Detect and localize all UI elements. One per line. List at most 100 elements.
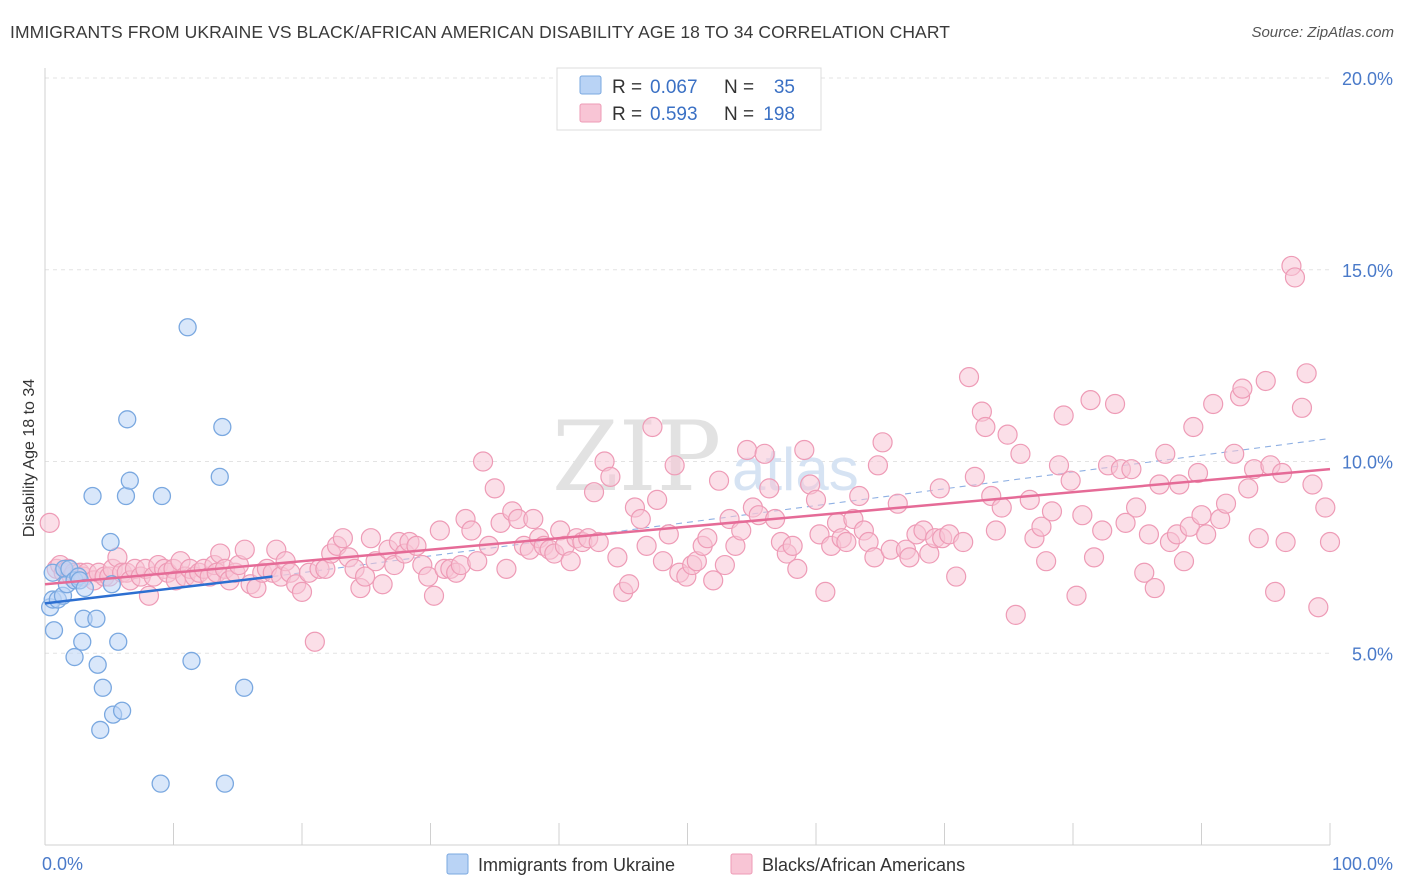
point-black <box>1125 497 1147 518</box>
point-black <box>1203 393 1224 415</box>
y-tick-label: 5.0% <box>1352 644 1393 664</box>
point-black <box>664 455 685 476</box>
point-black <box>703 570 724 591</box>
point-black <box>1138 524 1160 545</box>
point-black <box>985 520 1007 541</box>
source-label: Source: ZipAtlas.com <box>1251 24 1394 41</box>
legend-swatch-pink <box>579 103 602 123</box>
point-black <box>1104 393 1126 415</box>
point-black <box>991 497 1012 518</box>
legend-r-value: 0.593 <box>650 104 698 125</box>
point-black <box>1041 501 1063 522</box>
bottom-legend-swatch-pink <box>730 853 753 875</box>
legend-r-label: R = <box>612 104 642 125</box>
point-ukraine <box>93 678 112 697</box>
point-ukraine <box>151 774 170 793</box>
y-tick-label: 20.0% <box>1342 69 1393 89</box>
point-black <box>836 531 857 553</box>
point-black <box>523 508 544 530</box>
point-black <box>736 439 758 461</box>
point-black <box>1053 405 1074 426</box>
point-black <box>291 581 313 602</box>
point-black <box>1296 363 1317 384</box>
point-black <box>946 566 967 587</box>
point-black <box>1155 443 1176 464</box>
axes <box>44 68 1331 846</box>
point-black <box>138 585 160 606</box>
point-black <box>714 554 735 576</box>
point-black <box>652 551 674 572</box>
point-black <box>1066 585 1087 606</box>
bottom-legend: Immigrants from Ukraine Blacks/African A… <box>446 853 965 875</box>
point-black <box>975 416 996 438</box>
point-black <box>583 482 605 503</box>
legend-r-value: 0.067 <box>650 77 698 98</box>
legend-n-value: 35 <box>774 77 795 98</box>
point-black <box>429 520 450 541</box>
x-tick-label-max: 100.0% <box>1332 854 1393 874</box>
point-black <box>1264 581 1286 602</box>
point-black <box>472 451 494 472</box>
y-tick-labels: 5.0% 10.0% 15.0% 20.0% <box>1342 69 1393 664</box>
point-black <box>1080 390 1101 411</box>
point-black <box>899 547 920 568</box>
point-black <box>1196 524 1217 545</box>
point-ukraine <box>120 471 139 490</box>
point-black <box>887 493 908 514</box>
point-black <box>1248 528 1269 549</box>
bottom-legend-label-black: Blacks/African Americans <box>762 855 965 875</box>
point-ukraine <box>112 701 132 720</box>
point-black <box>1121 459 1142 480</box>
point-black <box>864 547 885 568</box>
point-ukraine <box>215 774 235 793</box>
point-black <box>1315 497 1336 518</box>
point-black <box>815 581 836 602</box>
point-black <box>1019 489 1040 510</box>
point-black <box>1308 597 1329 618</box>
watermark-zip: ZIP <box>552 401 721 513</box>
point-black <box>754 443 775 464</box>
point-ukraine <box>210 467 229 486</box>
point-black <box>849 485 870 507</box>
chart-title: IMMIGRANTS FROM UKRAINE VS BLACK/AFRICAN… <box>10 22 951 42</box>
point-ukraine <box>73 632 92 651</box>
point-black <box>1083 547 1105 568</box>
point-black <box>354 566 376 587</box>
point-ukraine <box>213 417 232 437</box>
point-ukraine <box>65 647 84 667</box>
point-ukraine <box>116 486 136 506</box>
point-black <box>759 478 780 499</box>
point-black <box>1115 512 1136 533</box>
point-black <box>708 470 730 491</box>
point-black <box>1255 370 1276 392</box>
point-black <box>1191 505 1212 526</box>
legend-n-label: N = <box>724 104 754 125</box>
point-black <box>332 528 353 549</box>
point-black <box>1072 505 1093 526</box>
y-tick-label: 10.0% <box>1342 453 1393 473</box>
legend-n-value: 198 <box>763 104 795 125</box>
point-black <box>234 539 255 560</box>
point-ukraine <box>102 575 121 594</box>
point-black <box>697 528 718 549</box>
trend-ukraine <box>44 575 273 605</box>
point-black <box>560 551 581 572</box>
point-black <box>588 531 609 553</box>
point-ukraine <box>91 720 110 740</box>
point-black <box>360 528 382 549</box>
point-black <box>484 478 505 499</box>
point-black <box>450 554 471 576</box>
point-black <box>953 531 974 553</box>
point-black <box>423 585 445 606</box>
point-black <box>1275 531 1296 553</box>
point-black <box>1238 478 1259 499</box>
point-black <box>618 574 640 595</box>
point-black <box>600 466 621 487</box>
point-black <box>607 547 628 568</box>
point-black <box>1291 397 1313 418</box>
y-axis-title: Disability Age 18 to 34 <box>21 379 38 537</box>
point-black <box>1224 443 1245 464</box>
series-blacks-african-americans <box>39 255 1341 652</box>
point-ukraine <box>152 486 172 506</box>
point-black <box>1319 531 1341 553</box>
